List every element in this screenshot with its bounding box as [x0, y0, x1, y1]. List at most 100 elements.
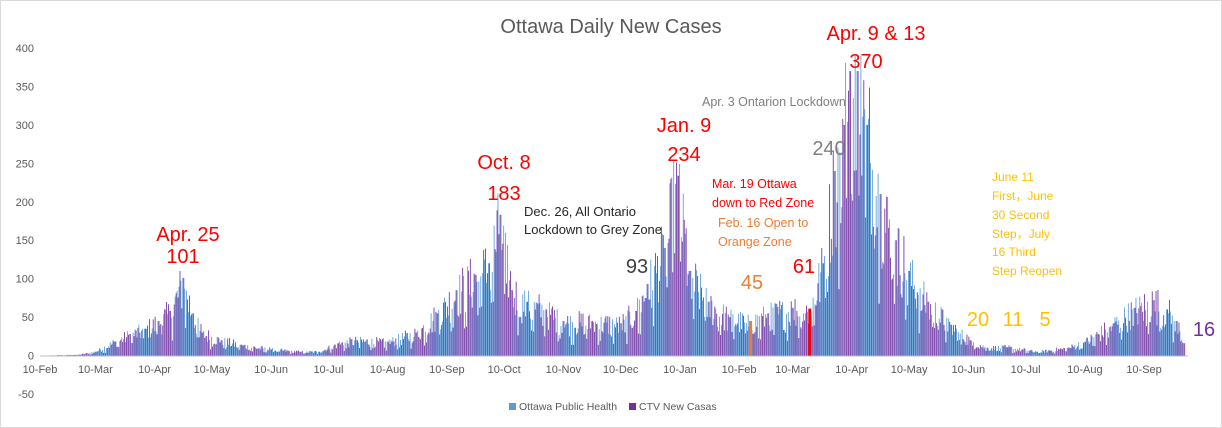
bar: [254, 347, 256, 356]
bar: [629, 312, 631, 356]
bar: [764, 314, 766, 356]
bar: [454, 300, 456, 356]
bar: [560, 326, 562, 356]
bar: [276, 351, 278, 356]
bar: [522, 294, 524, 356]
bar: [403, 339, 404, 356]
bar: [252, 351, 253, 356]
bar: [773, 334, 775, 356]
bar: [911, 286, 912, 356]
bar: [850, 193, 852, 356]
bar: [607, 316, 609, 356]
bar: [304, 352, 306, 356]
bar: [813, 325, 815, 356]
bar: [693, 319, 695, 356]
bar: [855, 170, 857, 356]
bar: [395, 338, 397, 356]
bar: [1156, 325, 1158, 356]
bar: [258, 347, 260, 356]
bar: [1062, 347, 1064, 356]
y-tick-label: -50: [18, 389, 34, 401]
bar: [443, 302, 444, 356]
bar: [934, 327, 935, 356]
bar: [1075, 349, 1077, 356]
bar: [929, 319, 931, 356]
bar: [932, 326, 933, 356]
bar: [1155, 290, 1157, 356]
bar: [111, 343, 113, 356]
bar: [185, 328, 187, 356]
bar: [365, 340, 367, 356]
bar: [890, 257, 891, 356]
bar: [1036, 351, 1038, 356]
bar: [294, 351, 295, 356]
bar: [134, 329, 136, 356]
bar: [537, 304, 539, 356]
bar: [362, 339, 364, 356]
bar: [976, 347, 977, 356]
bar: [432, 321, 434, 356]
bar: [1140, 306, 1142, 356]
bar: [1135, 297, 1137, 356]
bar: [322, 351, 324, 356]
bar: [162, 325, 164, 356]
annotation-240: 240: [812, 138, 845, 160]
bar: [536, 303, 538, 356]
bar: [452, 327, 454, 356]
x-tick-label: 10-May: [891, 364, 928, 376]
bar: [649, 299, 651, 356]
bar: [1072, 345, 1074, 356]
bar: [651, 307, 653, 356]
bar: [330, 352, 332, 356]
bar: [753, 333, 755, 356]
bar: [548, 329, 550, 356]
bar: [1090, 334, 1092, 356]
bar: [719, 316, 720, 356]
bar: [849, 71, 850, 356]
bar: [455, 290, 457, 356]
bar: [577, 328, 579, 356]
bar: [732, 314, 734, 356]
bar: [1107, 337, 1109, 356]
bar: [101, 351, 103, 356]
bar: [568, 323, 570, 356]
bar: [1143, 320, 1145, 356]
bar: [1052, 352, 1054, 356]
bar: [345, 348, 347, 356]
bar: [451, 308, 453, 356]
bar: [484, 259, 486, 356]
bar: [243, 345, 245, 356]
bar: [800, 327, 802, 356]
bar: [778, 314, 780, 356]
bar: [426, 334, 428, 356]
bar: [618, 316, 620, 356]
bar: [1062, 349, 1063, 356]
bar: [1094, 346, 1096, 356]
bar: [761, 313, 762, 356]
bar: [460, 313, 462, 356]
bar: [792, 307, 794, 356]
bar: [846, 198, 848, 356]
bar: [342, 345, 344, 356]
bar: [695, 263, 697, 356]
bar: [784, 330, 785, 356]
bar: [1149, 322, 1151, 356]
bar: [727, 314, 729, 356]
bar: [474, 274, 476, 356]
bar: [608, 333, 610, 356]
bar: [508, 297, 509, 356]
bar: [697, 275, 699, 356]
bar: [503, 225, 505, 356]
bar: [440, 329, 442, 356]
bar: [701, 287, 702, 356]
bar: [654, 265, 656, 356]
bar: [197, 317, 199, 356]
bar: [743, 315, 744, 356]
bar: [327, 347, 329, 356]
bar: [419, 338, 421, 356]
bar: [347, 343, 349, 356]
bar: [604, 318, 606, 356]
bar: [572, 322, 573, 356]
bar: [574, 327, 576, 356]
bar: [1157, 289, 1159, 356]
